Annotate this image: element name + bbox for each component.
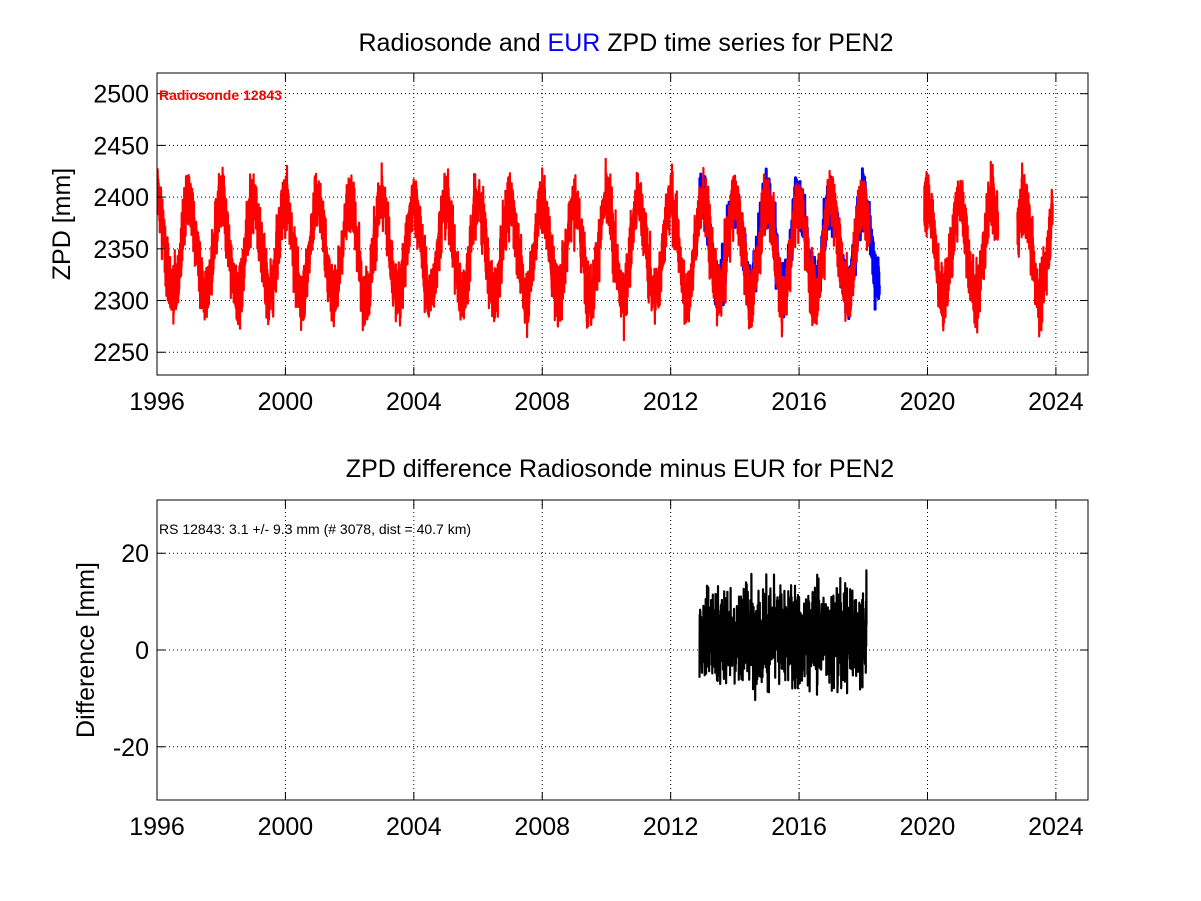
axis-ticks [156,73,1088,375]
grid-lines [156,500,1088,800]
axis-ticks [156,500,1088,800]
plot-area-frame [156,72,1089,376]
x-tick-label: 2012 [643,388,699,416]
x-tick-label: 2024 [1028,813,1084,841]
title-part-1: EUR [548,29,601,57]
x-tick-label: 2008 [514,813,570,841]
zpd-difference-panel: ZPD difference Radiosonde minus EUR for … [72,455,1089,841]
x-tick-label: 2016 [771,388,827,416]
chart-title-difference: ZPD difference Radiosonde minus EUR for … [346,455,894,483]
chart-title-zpd: Radiosonde and EUR ZPD time series for P… [359,29,894,57]
y-tick-labels: 2250 2300 2350 2400 2450 2500 [93,81,149,368]
title-part-0: ZPD difference Radiosonde minus EUR for … [346,455,894,483]
x-tick-labels: 1996 2000 2004 2008 2012 2016 2020 2024 [129,388,1084,416]
data-series [157,157,1054,342]
x-tick-label: 1996 [129,813,185,841]
series-line-0-segment-0 [698,569,868,702]
x-tick-label: 2016 [771,813,827,841]
y-tick-labels: -20 0 20 [113,540,149,762]
y-tick-label: 2350 [93,236,149,264]
x-tick-label: 2000 [258,388,314,416]
legend-annotation-radiosonde: Radiosonde 12843 [159,87,282,103]
x-tick-label: 2012 [643,813,699,841]
y-tick-label: -20 [113,734,149,762]
statistics-annotation: RS 12843: 3.1 +/- 9.3 mm (# 3078, dist =… [159,521,471,537]
title-part-2: ZPD time series for PEN2 [600,29,893,57]
x-tick-label: 2024 [1028,388,1084,416]
x-tick-label: 2004 [386,388,442,416]
title-part-0: Radiosonde and [359,29,548,57]
y-tick-label: 2250 [93,339,149,367]
grid-lines [156,73,1088,375]
y-tick-label: 2300 [93,288,149,316]
x-tick-label: 2020 [900,813,956,841]
x-tick-label: 2008 [514,388,570,416]
y-axis-label: ZPD [mm] [48,168,76,281]
x-tick-label: 2004 [386,813,442,841]
y-tick-label: 0 [135,637,149,665]
y-tick-label: 2500 [93,81,149,109]
zpd-time-series-panel: Radiosonde and EUR ZPD time series for P… [48,29,1089,416]
y-tick-label: 20 [121,540,149,568]
x-tick-labels: 1996 2000 2004 2008 2012 2016 2020 2024 [129,813,1084,841]
data-series [698,569,868,702]
series-line-1-segment-0 [157,157,871,342]
y-tick-label: 2400 [93,184,149,212]
series-line-1-segment-2 [1016,162,1054,338]
x-tick-label: 2020 [900,388,956,416]
x-tick-label: 1996 [129,388,185,416]
y-tick-label: 2450 [93,132,149,160]
plot-area-frame [156,499,1089,801]
x-tick-label: 2000 [258,813,314,841]
series-line-1-segment-1 [923,160,1000,334]
y-axis-label: Difference [mm] [72,562,100,738]
